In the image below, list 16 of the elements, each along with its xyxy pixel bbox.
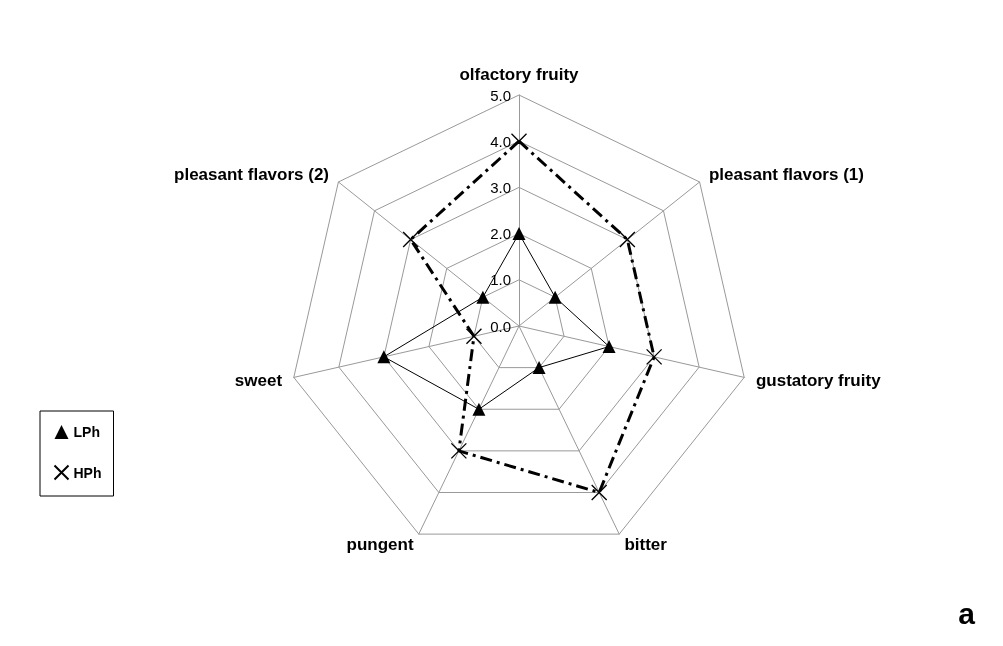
spoke-label: pleasant flavors (1): [708, 164, 864, 184]
y-tick-label: 2.0: [490, 225, 511, 243]
legend-label: LPh: [73, 424, 100, 440]
y-tick-label: 3.0: [490, 178, 511, 196]
legend-label: HPh: [73, 464, 102, 481]
spoke-label: gustatory fruity: [755, 370, 882, 390]
spoke-label: pleasant flavors (2): [174, 164, 330, 184]
spoke-label: olfactory fruity: [459, 65, 580, 84]
y-tick-label: 4.0: [490, 132, 511, 150]
spoke-label: pungent: [346, 535, 414, 555]
text: a: [958, 596, 976, 630]
spoke-label: sweet: [234, 370, 283, 390]
y-tick-label: 0.0: [490, 317, 511, 335]
y-tick-label: 1.0: [490, 271, 511, 289]
spoke-label: bitter: [624, 535, 668, 555]
y-tick-label: 5.0: [490, 86, 511, 104]
